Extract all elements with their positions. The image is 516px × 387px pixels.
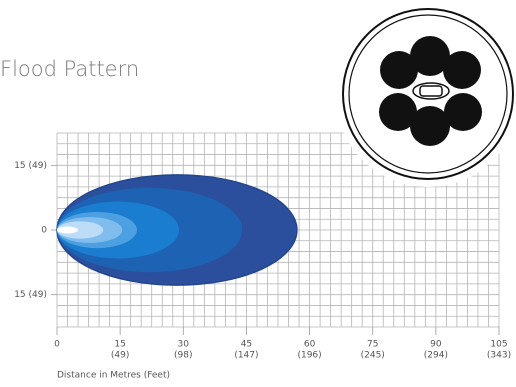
beam-zone: [57, 221, 104, 239]
x-tick-label: 60: [304, 340, 316, 350]
icon-led: [379, 93, 417, 131]
icon-badge: [412, 82, 450, 100]
x-axis-label: Distance in Metres (Feet): [57, 371, 170, 381]
chart-title: Flood Pattern: [0, 57, 139, 81]
x-tick-label: 0: [54, 340, 60, 350]
y-tick-label: 15 (49): [14, 290, 47, 300]
x-tick-sublabel: (245): [361, 351, 385, 361]
x-tick-sublabel: (49): [111, 351, 129, 361]
icon-led: [380, 51, 418, 89]
x-tick-label: 90: [430, 340, 442, 350]
x-tick-sublabel: (98): [174, 351, 192, 361]
icon-ring: [348, 14, 508, 174]
x-tick-label: 75: [367, 340, 378, 350]
beam-zone: [57, 226, 79, 234]
lamp-icon: [335, 1, 516, 187]
x-tick-sublabel: (147): [234, 351, 258, 361]
y-tick-label: 15 (49): [14, 161, 47, 171]
x-tick-sublabel: (196): [297, 351, 321, 361]
icon-badge-inner: [419, 85, 443, 97]
x-tick-label: 30: [178, 340, 190, 350]
beam-layer: [56, 174, 298, 286]
y-tick-label: 0: [41, 226, 47, 236]
icon-led: [410, 36, 450, 76]
x-tick-sublabel: (294): [424, 351, 448, 361]
icon-led: [410, 106, 450, 146]
x-tick-label: 15: [114, 340, 125, 350]
x-tick-sublabel: (343): [487, 351, 511, 361]
icon-led: [444, 93, 482, 131]
x-tick-label: 105: [490, 340, 507, 350]
label-layer: 0 15(49) 30(98) 45(147) 60(196) 75(245) 90(294…: [14, 161, 511, 361]
icon-led: [443, 51, 481, 89]
x-tick-label: 45: [241, 340, 252, 350]
